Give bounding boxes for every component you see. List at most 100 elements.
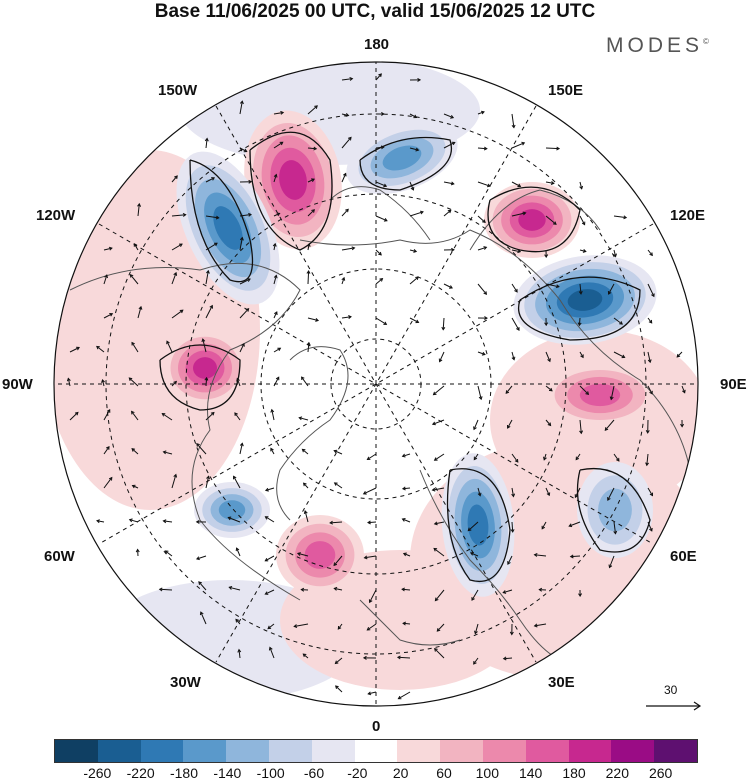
wind-vector: [579, 181, 583, 189]
wind-vector: [341, 208, 349, 217]
wind-vector: [442, 317, 445, 330]
wind-vector: [133, 243, 139, 251]
wind-vector: [200, 611, 207, 625]
wind-vector-head: [128, 518, 133, 523]
wind-vector: [265, 555, 275, 562]
wind-vector-head: [209, 304, 213, 309]
wind-vector: [409, 211, 424, 217]
wind-vector: [273, 311, 278, 319]
wind-vector: [69, 412, 79, 421]
wind-vector: [545, 487, 550, 496]
wind-vector-head: [333, 562, 338, 567]
colorbar-tick-label: -220: [126, 765, 155, 781]
wind-vector-head: [680, 423, 685, 428]
wind-vector: [273, 243, 276, 251]
wind-vector: [265, 589, 275, 595]
wind-vector: [273, 174, 277, 183]
wind-vector: [403, 622, 411, 625]
wind-vector-head: [161, 412, 166, 417]
colorbar-swatch: [226, 740, 269, 762]
wind-vector: [647, 283, 655, 297]
wind-vector: [239, 343, 245, 353]
wind-vector-head: [451, 141, 456, 146]
wind-vector: [341, 173, 347, 183]
wind-vector: [613, 317, 623, 325]
wind-vector: [333, 555, 343, 566]
wind-vector-head: [248, 212, 252, 217]
wind-vector: [534, 554, 547, 557]
wind-vector-head: [431, 487, 436, 492]
wind-vector: [409, 249, 417, 252]
wind-vector: [131, 411, 139, 421]
wind-vector-head: [649, 252, 653, 257]
lon-label-60w: 60W: [44, 548, 75, 565]
wind-vector: [402, 588, 411, 591]
wind-vector-head: [484, 316, 488, 321]
wind-vector-head: [541, 525, 546, 530]
wind-vector: [335, 685, 343, 693]
wind-vector: [578, 317, 581, 326]
wind-vector: [545, 351, 551, 362]
colorbar-tick-label: -20: [347, 765, 368, 781]
wind-vector: [604, 419, 615, 431]
wind-vector-head: [649, 527, 653, 532]
wind-vector-head: [507, 424, 511, 429]
wind-vector: [364, 555, 377, 559]
wind-vector-head: [502, 656, 507, 661]
lon-label-30w: 30W: [170, 674, 201, 691]
wind-vector-head: [264, 591, 269, 595]
wind-vector: [443, 209, 452, 217]
wind-vector-head: [204, 376, 209, 381]
wind-vector: [579, 385, 589, 395]
colorbar-swatch: [140, 740, 184, 762]
wind-vector-head: [483, 146, 488, 151]
wind-vector-head: [450, 115, 455, 119]
wind-vector: [511, 317, 520, 331]
wind-vector-head: [434, 648, 438, 652]
wind-vector-head: [481, 351, 486, 356]
wind-vector: [235, 619, 241, 625]
wind-vector-head: [441, 326, 446, 331]
wind-vector: [477, 246, 487, 251]
wind-vector-head: [556, 146, 561, 151]
wind-vector-head: [383, 218, 388, 222]
wind-vector-head: [76, 346, 80, 351]
wind-vector-head: [402, 552, 407, 557]
wind-vector-head: [397, 695, 402, 700]
wind-vector-head: [158, 587, 163, 592]
wind-vector-head: [511, 356, 516, 361]
wind-vector-head: [511, 493, 516, 498]
wind-vector-head: [311, 209, 315, 213]
wind-vector: [205, 177, 215, 183]
wind-vector-head: [296, 552, 301, 556]
wind-vector: [132, 485, 139, 489]
wind-vector-head: [480, 110, 485, 115]
wind-vector: [341, 137, 352, 149]
wind-vector-head: [582, 249, 587, 253]
wind-vector: [67, 378, 71, 387]
wind-vector: [534, 623, 547, 627]
lon-label-150w: 150W: [158, 82, 198, 99]
wind-vector: [341, 277, 345, 285]
wind-vector-head: [447, 209, 452, 214]
wind-vector: [341, 316, 352, 319]
wind-vector: [477, 283, 487, 295]
wind-vector: [103, 247, 113, 251]
colorbar-swatch: [525, 740, 569, 762]
map-title: Base 11/06/2025 00 UTC, valid 15/06/2025…: [154, 1, 596, 22]
wind-vector: [205, 305, 213, 319]
wind-vector: [579, 419, 582, 434]
wind-vector-head: [366, 456, 371, 461]
wind-vector: [541, 521, 547, 530]
wind-vector-head: [162, 450, 167, 455]
colorbar-tick-label: 20: [392, 765, 409, 781]
wind-vector: [297, 552, 309, 557]
wind-vector-head: [243, 148, 248, 153]
wind-vector: [477, 181, 491, 187]
wind-vector: [239, 278, 251, 285]
colorbar-swatch: [311, 740, 355, 762]
wind-vector-head: [179, 309, 184, 314]
wind-vector-head: [264, 487, 269, 492]
anomaly-pos-north-atlantic: [304, 541, 336, 569]
wind-vector-head: [450, 181, 455, 186]
